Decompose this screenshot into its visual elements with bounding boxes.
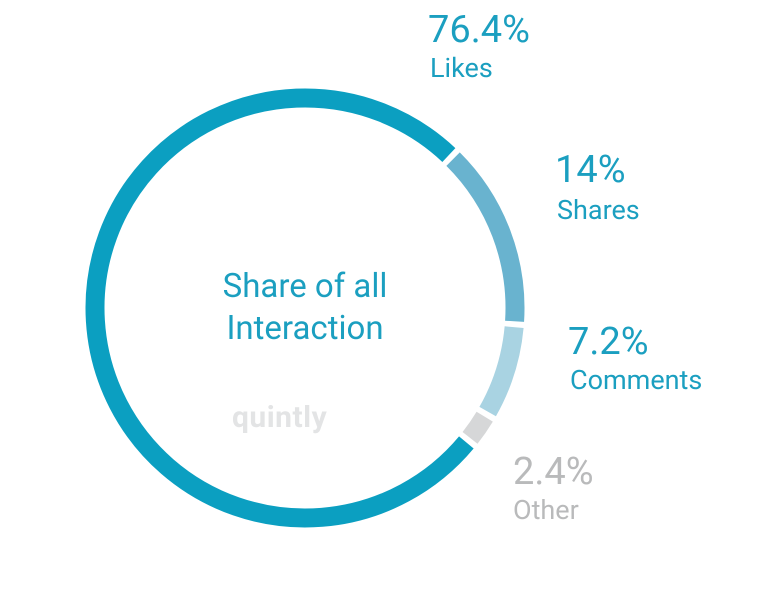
- value-label: 14%: [555, 148, 626, 192]
- category-label: Shares: [557, 194, 640, 226]
- donut-segment: [85, 88, 474, 528]
- donut-segment: [446, 152, 525, 322]
- category-label: Other: [513, 494, 579, 526]
- value-label: 2.4%: [513, 450, 594, 494]
- donut-segment: [462, 411, 493, 444]
- watermark: quintly: [232, 400, 328, 435]
- category-label: Comments: [570, 364, 702, 396]
- category-label: Likes: [430, 52, 493, 84]
- value-label: 7.2%: [568, 320, 649, 364]
- donut-segment: [479, 326, 524, 417]
- value-label: 76.4%: [428, 8, 530, 52]
- chart-title: Share of all Interaction: [222, 267, 388, 348]
